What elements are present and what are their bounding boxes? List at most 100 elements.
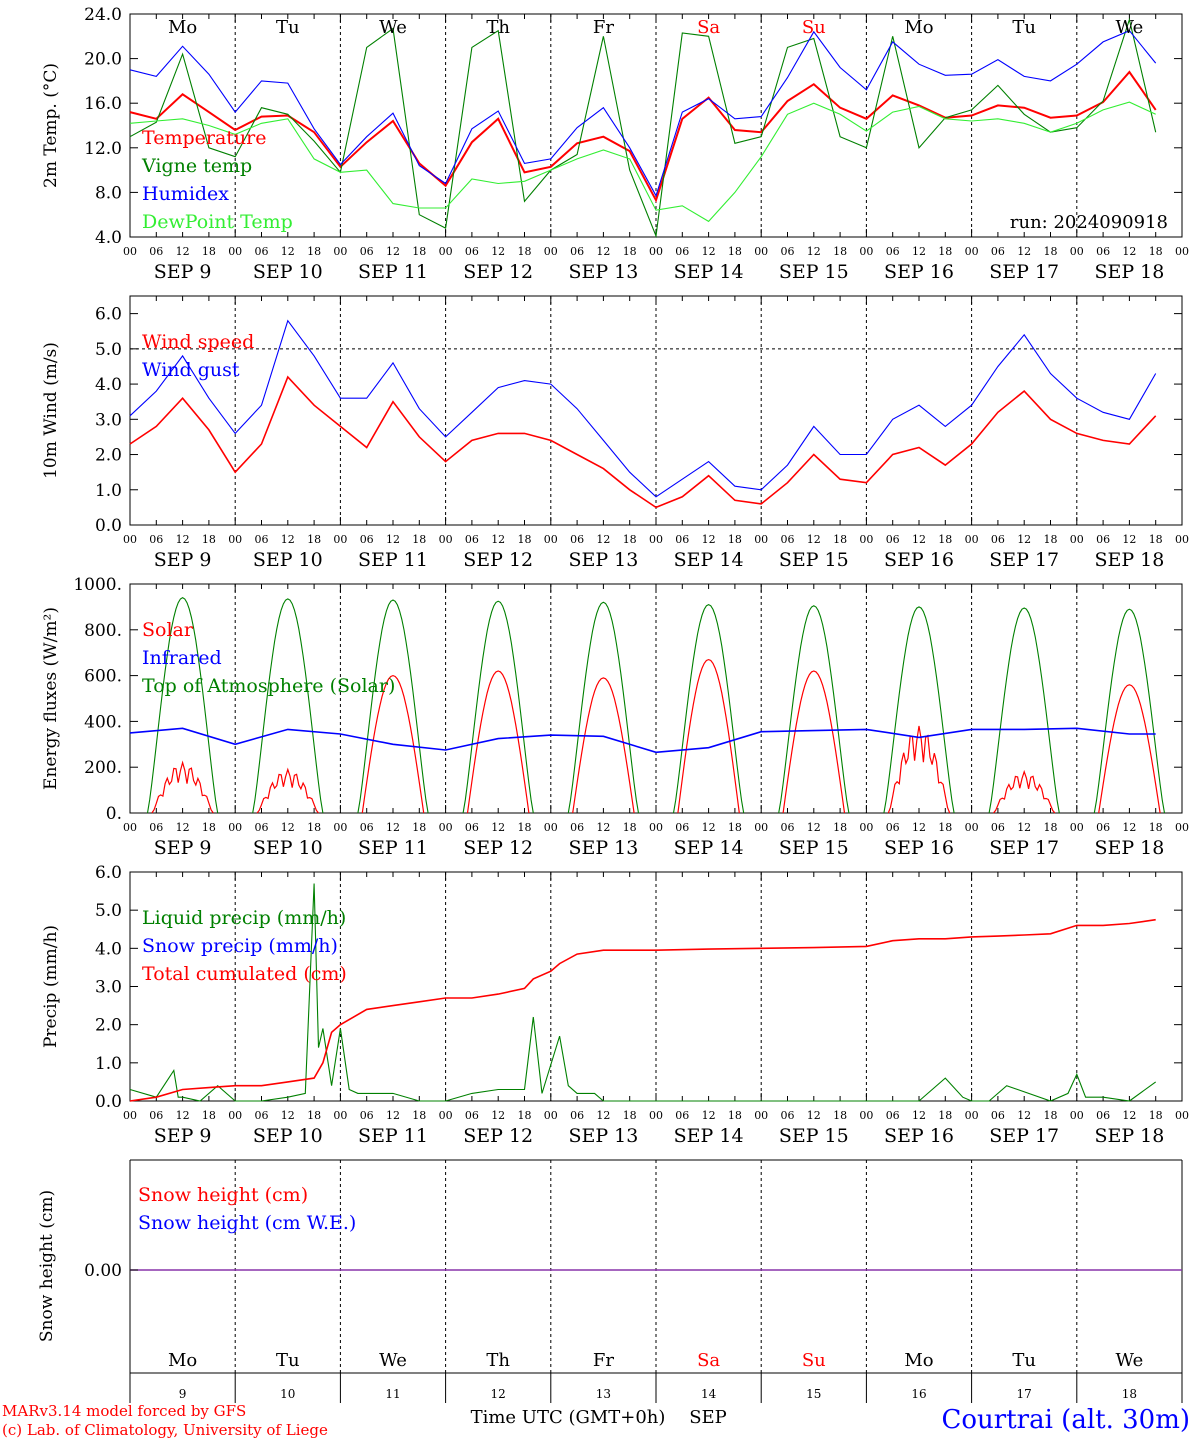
hour-tick-label: 00 xyxy=(228,533,242,546)
hour-tick-label: 18 xyxy=(728,821,742,834)
hour-tick-label: 00 xyxy=(333,245,347,258)
hour-tick-label: 18 xyxy=(938,245,952,258)
legend-entry: Solar xyxy=(142,619,194,641)
day-number: 13 xyxy=(596,1387,611,1401)
hour-tick-label: 06 xyxy=(886,533,900,546)
date-label: SEP 13 xyxy=(568,549,638,571)
hour-tick-label: 06 xyxy=(255,1109,269,1122)
weekday-label: Tu xyxy=(276,17,300,38)
hour-tick-label: 06 xyxy=(465,245,479,258)
toa-solar-line xyxy=(357,599,429,814)
station-title: Courtrai (alt. 30m) xyxy=(942,1405,1191,1435)
legend-entry: Top of Atmosphere (Solar) xyxy=(142,675,395,697)
hour-tick-label: 00 xyxy=(544,245,558,258)
hour-tick-label: 18 xyxy=(202,533,216,546)
hour-tick-label: 00 xyxy=(439,1109,453,1122)
hour-tick-label: 06 xyxy=(675,821,689,834)
day-number: 14 xyxy=(701,1387,717,1401)
legend-entry: Wind gust xyxy=(142,359,240,381)
hour-tick-label: 18 xyxy=(623,1109,637,1122)
y-tick-label: 4.0 xyxy=(95,228,122,248)
hour-tick-label: 00 xyxy=(649,821,663,834)
date-label: SEP 15 xyxy=(779,261,849,283)
hour-tick-label: 06 xyxy=(255,821,269,834)
hour-tick-label: 12 xyxy=(807,821,821,834)
y-tick-label: 8.0 xyxy=(95,183,122,203)
hour-tick-label: 00 xyxy=(123,821,137,834)
hour-tick-label: 12 xyxy=(281,821,295,834)
hour-tick-label: 18 xyxy=(518,245,532,258)
hour-tick-label: 12 xyxy=(491,821,505,834)
weekday-label: Mo xyxy=(904,17,933,38)
date-label: SEP 10 xyxy=(253,549,323,571)
hour-tick-label: 18 xyxy=(1149,1109,1163,1122)
hour-tick-label: 06 xyxy=(1096,1109,1110,1122)
hour-tick-label: 00 xyxy=(333,533,347,546)
hour-tick-label: 12 xyxy=(386,533,400,546)
hour-tick-label: 12 xyxy=(807,245,821,258)
weekday-label: Fr xyxy=(593,17,614,38)
legend-entry: Vigne temp xyxy=(141,155,252,177)
y-tick-label: 800. xyxy=(84,621,122,641)
y-axis-label: 2m Temp. (°C) xyxy=(41,63,61,188)
date-label: SEP 10 xyxy=(253,1125,323,1147)
hour-tick-label: 12 xyxy=(1122,245,1136,258)
hour-tick-label: 06 xyxy=(991,1109,1005,1122)
hour-tick-label: 06 xyxy=(1096,245,1110,258)
hour-tick-label: 12 xyxy=(807,1109,821,1122)
date-label: SEP 15 xyxy=(779,837,849,859)
y-tick-label: 4.0 xyxy=(95,375,122,395)
y-tick-label: 0.0 xyxy=(95,1092,122,1112)
date-label: SEP 12 xyxy=(463,261,533,283)
date-label: SEP 17 xyxy=(989,549,1059,571)
hour-tick-label: 00 xyxy=(965,1109,979,1122)
hour-tick-label: 18 xyxy=(518,1109,532,1122)
hour-tick-label: 18 xyxy=(307,245,321,258)
date-label: SEP 18 xyxy=(1094,549,1164,571)
weekday-label: Tu xyxy=(1012,1350,1036,1371)
day-number: 12 xyxy=(491,1387,506,1401)
hour-tick-label: 06 xyxy=(675,533,689,546)
hour-tick-label: 12 xyxy=(176,821,190,834)
hour-tick-label: 12 xyxy=(1017,1109,1031,1122)
legend-entry: Snow precip (mm/h) xyxy=(142,935,338,957)
y-tick-label: 600. xyxy=(84,667,122,687)
weekday-label: We xyxy=(379,1350,407,1371)
month-label: SEP xyxy=(689,1407,727,1428)
y-tick-label: 5.0 xyxy=(95,901,122,921)
date-label: SEP 13 xyxy=(568,837,638,859)
solar-line xyxy=(1098,684,1161,814)
hour-tick-label: 12 xyxy=(1122,821,1136,834)
hour-tick-label: 00 xyxy=(544,1109,558,1122)
hour-tick-label: 18 xyxy=(412,821,426,834)
hour-tick-label: 00 xyxy=(439,821,453,834)
y-axis-label: 10m Wind (m/s) xyxy=(41,342,61,479)
hour-tick-label: 18 xyxy=(1044,1109,1058,1122)
solar-line xyxy=(466,670,530,814)
hour-tick-label: 12 xyxy=(491,1109,505,1122)
legend-entry: Temperature xyxy=(142,127,266,149)
hour-tick-label: 18 xyxy=(307,821,321,834)
hour-tick-label: 18 xyxy=(833,1109,847,1122)
date-label: SEP 14 xyxy=(674,261,744,283)
hour-tick-label: 06 xyxy=(886,1109,900,1122)
solar-line xyxy=(256,767,319,814)
hour-tick-label: 00 xyxy=(228,1109,242,1122)
hour-tick-label: 06 xyxy=(570,533,584,546)
hour-tick-label: 18 xyxy=(623,245,637,258)
series-line-wind-gust xyxy=(129,319,1157,498)
hour-tick-label: 12 xyxy=(596,533,610,546)
y-axis-label: Snow height (cm) xyxy=(37,1190,57,1342)
toa-solar-line xyxy=(778,605,850,814)
hour-tick-label: 18 xyxy=(1149,245,1163,258)
date-label: SEP 18 xyxy=(1094,261,1164,283)
hour-tick-label: 00 xyxy=(965,245,979,258)
y-tick-label: 1.0 xyxy=(95,481,122,501)
legend-entry: DewPoint Temp xyxy=(142,211,293,233)
legend-entry: Liquid precip (mm/h) xyxy=(142,907,346,929)
hour-tick-label: 12 xyxy=(912,245,926,258)
date-label: SEP 17 xyxy=(989,837,1059,859)
hour-tick-label: 18 xyxy=(833,533,847,546)
hour-tick-label: 18 xyxy=(938,821,952,834)
hour-tick-label: 00 xyxy=(228,821,242,834)
